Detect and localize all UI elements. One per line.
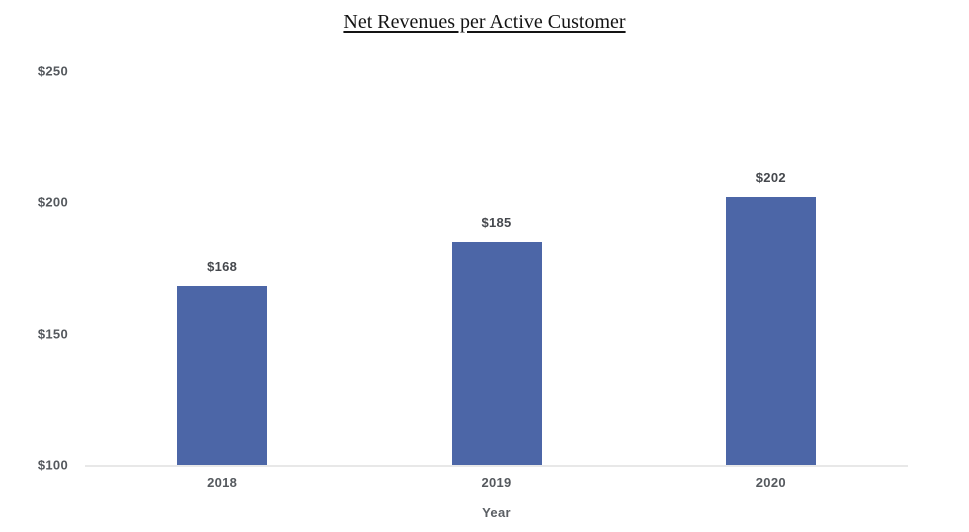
bar-2020 — [725, 197, 816, 465]
y-tick-label: $250 — [37, 63, 68, 79]
x-tick-label-2020: 2020 — [755, 475, 786, 490]
x-tick-label-2018: 2018 — [207, 475, 238, 490]
bar-value-label-2019: $185 — [481, 214, 512, 230]
chart-title: Net Revenues per Active Customer — [343, 11, 626, 33]
x-axis-line — [85, 465, 908, 467]
bar-value-label-2020: $202 — [755, 170, 786, 186]
y-tick-label: $100 — [37, 457, 68, 473]
y-tick-label: $150 — [37, 326, 68, 342]
x-tick-label-2019: 2019 — [481, 475, 512, 490]
y-axis: $250 $200 $150 $100 — [0, 64, 68, 473]
bar-2018 — [177, 286, 268, 465]
y-tick-label: $200 — [37, 194, 68, 210]
bar-2019 — [451, 241, 542, 465]
plot-area: $168 2018 $185 2019 $202 2020 — [85, 71, 908, 490]
x-axis-title: Year — [482, 505, 511, 520]
bar-value-label-2018: $168 — [207, 259, 238, 275]
